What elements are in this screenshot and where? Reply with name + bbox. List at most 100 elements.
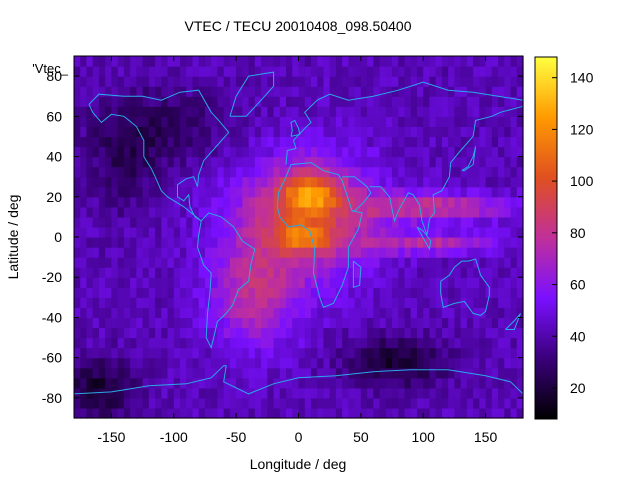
heatmap-cell bbox=[423, 196, 431, 208]
heatmap-cell bbox=[498, 196, 505, 208]
heatmap-cell bbox=[204, 226, 212, 238]
heatmap-cell bbox=[117, 337, 125, 349]
heatmap-cell bbox=[292, 357, 300, 369]
heatmap-cell bbox=[198, 56, 206, 67]
heatmap-cell bbox=[105, 327, 113, 339]
y-tick-label: 20 bbox=[46, 189, 62, 205]
heatmap-cell bbox=[211, 337, 219, 349]
heatmap-cell bbox=[441, 377, 449, 389]
heatmap-cell bbox=[323, 377, 331, 389]
heatmap-cell bbox=[198, 317, 206, 329]
heatmap-cell bbox=[435, 86, 443, 97]
heatmap-cell bbox=[229, 106, 237, 117]
heatmap-cell bbox=[279, 407, 287, 419]
heatmap-cell bbox=[335, 347, 343, 359]
heatmap-cell bbox=[186, 397, 194, 409]
heatmap-cell bbox=[454, 86, 462, 97]
heatmap-cell bbox=[173, 176, 181, 188]
heatmap-cell bbox=[80, 56, 88, 67]
heatmap-cell bbox=[466, 126, 474, 138]
heatmap-cell bbox=[392, 357, 399, 369]
heatmap-cell bbox=[460, 397, 468, 409]
heatmap-cell bbox=[217, 56, 225, 67]
heatmap-cell bbox=[398, 397, 406, 409]
heatmap-cell bbox=[429, 86, 437, 97]
heatmap-cell bbox=[423, 337, 431, 349]
heatmap-cell bbox=[385, 337, 393, 349]
heatmap-cell bbox=[504, 367, 512, 379]
heatmap-cell bbox=[223, 247, 231, 258]
heatmap-cell bbox=[279, 116, 287, 127]
heatmap-cell bbox=[360, 287, 368, 298]
heatmap-cell bbox=[510, 297, 518, 308]
heatmap-cell bbox=[248, 216, 256, 228]
heatmap-cell bbox=[142, 166, 150, 178]
heatmap-cell bbox=[448, 96, 456, 107]
heatmap-cell bbox=[211, 277, 219, 288]
heatmap-cell bbox=[148, 317, 156, 329]
heatmap-cell bbox=[80, 237, 88, 248]
heatmap-cell bbox=[410, 86, 418, 97]
heatmap-cell bbox=[279, 377, 287, 389]
heatmap-cell bbox=[348, 387, 356, 399]
heatmap-cell bbox=[211, 166, 219, 178]
heatmap-cell bbox=[198, 287, 206, 298]
heatmap-cell bbox=[423, 226, 431, 238]
heatmap-cell bbox=[292, 76, 300, 87]
heatmap-cell bbox=[148, 116, 156, 127]
heatmap-cell bbox=[504, 66, 512, 77]
heatmap-cell bbox=[286, 407, 293, 419]
heatmap-cell bbox=[204, 186, 212, 198]
heatmap-cell bbox=[173, 377, 181, 389]
heatmap-cell bbox=[142, 387, 150, 399]
heatmap-cell bbox=[198, 387, 206, 399]
heatmap-cell bbox=[98, 367, 106, 379]
heatmap-cell bbox=[373, 297, 381, 308]
heatmap-cell bbox=[491, 216, 499, 228]
heatmap-cell bbox=[379, 297, 387, 308]
heatmap-cell bbox=[466, 277, 474, 288]
heatmap-cell bbox=[298, 146, 306, 158]
heatmap-cell bbox=[454, 226, 462, 238]
heatmap-cell bbox=[248, 377, 256, 389]
heatmap-cell bbox=[142, 267, 150, 278]
heatmap-cell bbox=[217, 156, 225, 168]
heatmap-cell bbox=[198, 166, 206, 178]
heatmap-cell bbox=[267, 176, 275, 188]
heatmap-cell bbox=[279, 226, 287, 238]
heatmap-cell bbox=[479, 237, 487, 248]
heatmap-cell bbox=[310, 317, 318, 329]
heatmap-cell bbox=[317, 206, 325, 218]
heatmap-cell bbox=[410, 297, 418, 308]
heatmap-cell bbox=[148, 237, 156, 248]
heatmap-cell bbox=[466, 287, 474, 298]
heatmap-cell bbox=[460, 337, 468, 349]
heatmap-cell bbox=[136, 86, 144, 97]
heatmap-cell bbox=[148, 407, 156, 419]
heatmap-cell bbox=[229, 116, 237, 127]
heatmap-cell bbox=[416, 86, 424, 97]
heatmap-cell bbox=[423, 166, 431, 178]
heatmap-cell bbox=[491, 86, 499, 97]
heatmap-cell bbox=[86, 76, 94, 87]
heatmap-cell bbox=[510, 116, 518, 127]
heatmap-cell bbox=[448, 76, 456, 87]
heatmap-cell bbox=[173, 56, 181, 67]
heatmap-cell bbox=[223, 407, 231, 419]
heatmap-cell bbox=[491, 186, 499, 198]
heatmap-cell bbox=[161, 337, 169, 349]
heatmap-cell bbox=[329, 136, 337, 148]
heatmap-cell bbox=[273, 106, 281, 117]
heatmap-cell bbox=[504, 337, 512, 349]
heatmap-cell bbox=[211, 307, 219, 319]
heatmap-cell bbox=[404, 397, 412, 409]
heatmap-cell bbox=[491, 347, 499, 359]
heatmap-cell bbox=[261, 126, 268, 138]
heatmap-cell bbox=[142, 357, 150, 369]
heatmap-cell bbox=[248, 287, 256, 298]
heatmap-cell bbox=[192, 357, 200, 369]
heatmap-cell bbox=[254, 126, 262, 138]
heatmap-cell bbox=[279, 337, 287, 349]
heatmap-cell bbox=[236, 176, 243, 188]
heatmap-cell bbox=[516, 287, 524, 298]
